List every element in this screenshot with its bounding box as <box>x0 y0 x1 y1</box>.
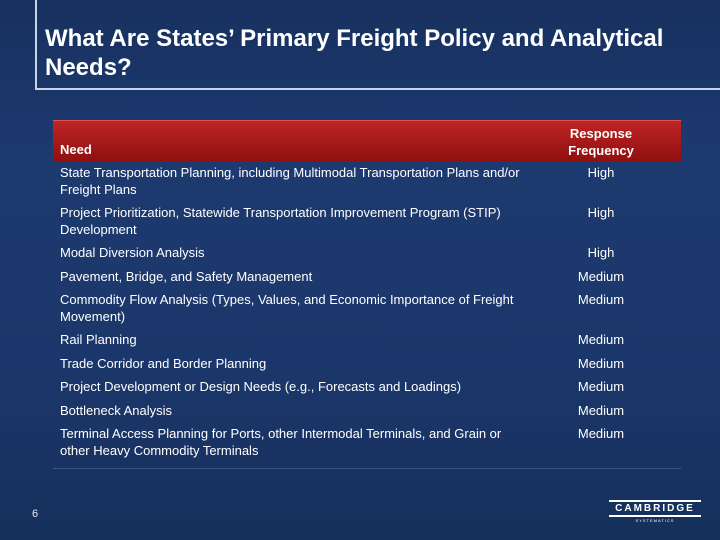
needs-table: Need Response Frequency State Transporta… <box>53 120 681 469</box>
page-number: 6 <box>32 508 39 520</box>
need-cell: Terminal Access Planning for Ports, othe… <box>60 426 502 458</box>
frequency-cell: High <box>587 165 615 180</box>
need-cell: State Transportation Planning, including… <box>60 165 520 197</box>
frequency-cell: Medium <box>577 292 625 307</box>
slide-title: What Are States’ Primary Freight Policy … <box>45 25 664 81</box>
table-row: Rail Planning Medium <box>53 328 681 352</box>
need-cell: Project Development or Design Needs (e.g… <box>60 379 462 394</box>
table-row: Project Prioritization, Statewide Transp… <box>53 201 681 241</box>
need-cell: Bottleneck Analysis <box>60 402 173 418</box>
header-frequency: Response Frequency <box>568 126 634 158</box>
logo-wordmark: CAMBRIDGE <box>609 500 701 517</box>
logo-subtext: SYSTEMATICS <box>635 518 675 523</box>
table-bottom-rule <box>53 468 681 469</box>
need-cell: Project Prioritization, Statewide Transp… <box>60 205 501 237</box>
need-cell: Trade Corridor and Border Planning <box>60 355 267 371</box>
frequency-cell: High <box>587 205 615 220</box>
table-row: Trade Corridor and Border Planning Medium <box>53 352 681 376</box>
frequency-cell: Medium <box>577 426 625 441</box>
frequency-cell: Medium <box>577 379 625 394</box>
frequency-cell: Medium <box>577 332 625 347</box>
need-cell: Commodity Flow Analysis (Types, Values, … <box>60 292 514 324</box>
title-rule-vertical <box>35 0 37 90</box>
need-cell: Modal Diversion Analysis <box>60 245 205 260</box>
table-row: Commodity Flow Analysis (Types, Values, … <box>53 288 681 328</box>
frequency-cell: Medium <box>577 402 625 418</box>
frequency-cell: Medium <box>577 355 625 371</box>
table-row: Terminal Access Planning for Ports, othe… <box>53 422 681 462</box>
table-row: Bottleneck Analysis Medium <box>53 399 681 423</box>
header-need: Need <box>60 142 92 157</box>
need-cell: Pavement, Bridge, and Safety Management <box>60 268 313 284</box>
table-row: Project Development or Design Needs (e.g… <box>53 375 681 399</box>
frequency-cell: High <box>587 245 615 260</box>
cambridge-systematics-logo: CAMBRIDGE SYSTEMATICS <box>609 500 701 523</box>
title-rule-horizontal <box>35 88 720 90</box>
table-row: Pavement, Bridge, and Safety Management M… <box>53 265 681 289</box>
need-cell: Rail Planning <box>60 332 137 347</box>
table-header: Need Response Frequency <box>53 120 681 161</box>
table-body: State Transportation Planning, including… <box>53 161 681 462</box>
table-row: Modal Diversion Analysis High <box>53 241 681 265</box>
frequency-cell: Medium <box>577 268 625 284</box>
table-row: State Transportation Planning, including… <box>53 161 681 201</box>
